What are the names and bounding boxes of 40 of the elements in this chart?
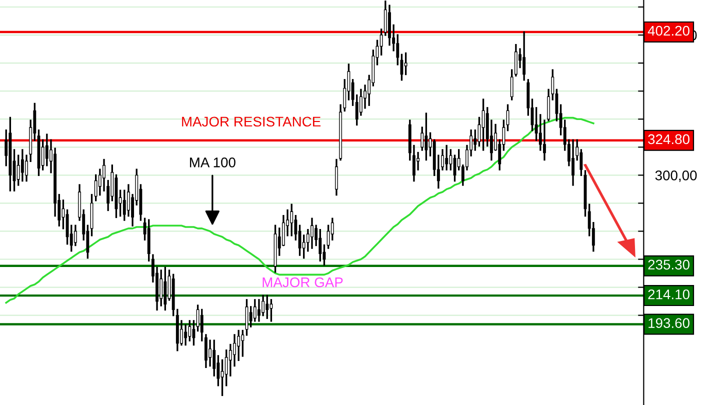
annotation: MA 100 — [190, 158, 236, 168]
y-tick-label: 300,00 — [655, 170, 697, 182]
candlestick — [184, 324, 188, 346]
candlestick — [359, 88, 362, 116]
candlestick — [220, 359, 224, 396]
candlestick — [522, 31, 526, 81]
candlestick — [200, 308, 204, 342]
candlestick — [204, 334, 208, 368]
candlestick — [310, 218, 314, 249]
candlestick — [212, 340, 216, 376]
candlestick — [424, 112, 428, 161]
candlestick — [404, 52, 408, 76]
candlestick — [514, 44, 518, 77]
candlestick — [208, 340, 212, 367]
ref-line-label: 402.20 — [648, 26, 690, 36]
candlestick — [74, 224, 77, 246]
ref-line-label: 324.80 — [648, 134, 690, 144]
candlestick — [445, 144, 448, 170]
ref-line-label: 235.30 — [648, 260, 690, 270]
candlestick — [420, 126, 424, 151]
annotation: MAJOR RESISTANCE — [182, 116, 321, 127]
candlestick — [160, 270, 163, 306]
candlestick — [188, 320, 192, 342]
candlestick — [318, 228, 322, 262]
candlestick — [253, 299, 256, 322]
ref-line-label: 214.10 — [648, 289, 690, 300]
candlestick — [241, 330, 244, 357]
candlestick — [510, 69, 514, 100]
annotation: MAJOR GAP — [262, 277, 343, 288]
candlestick — [20, 149, 24, 182]
candlestick — [258, 299, 260, 322]
ref-line-label: 193.60 — [648, 318, 690, 328]
candlestick — [335, 158, 338, 196]
candlestick — [290, 204, 294, 236]
candlestick — [482, 98, 485, 151]
candlestick — [572, 139, 574, 186]
candlestick — [270, 299, 273, 322]
candlestick — [266, 294, 269, 319]
candlestick — [543, 120, 546, 161]
candlestick — [164, 266, 167, 311]
